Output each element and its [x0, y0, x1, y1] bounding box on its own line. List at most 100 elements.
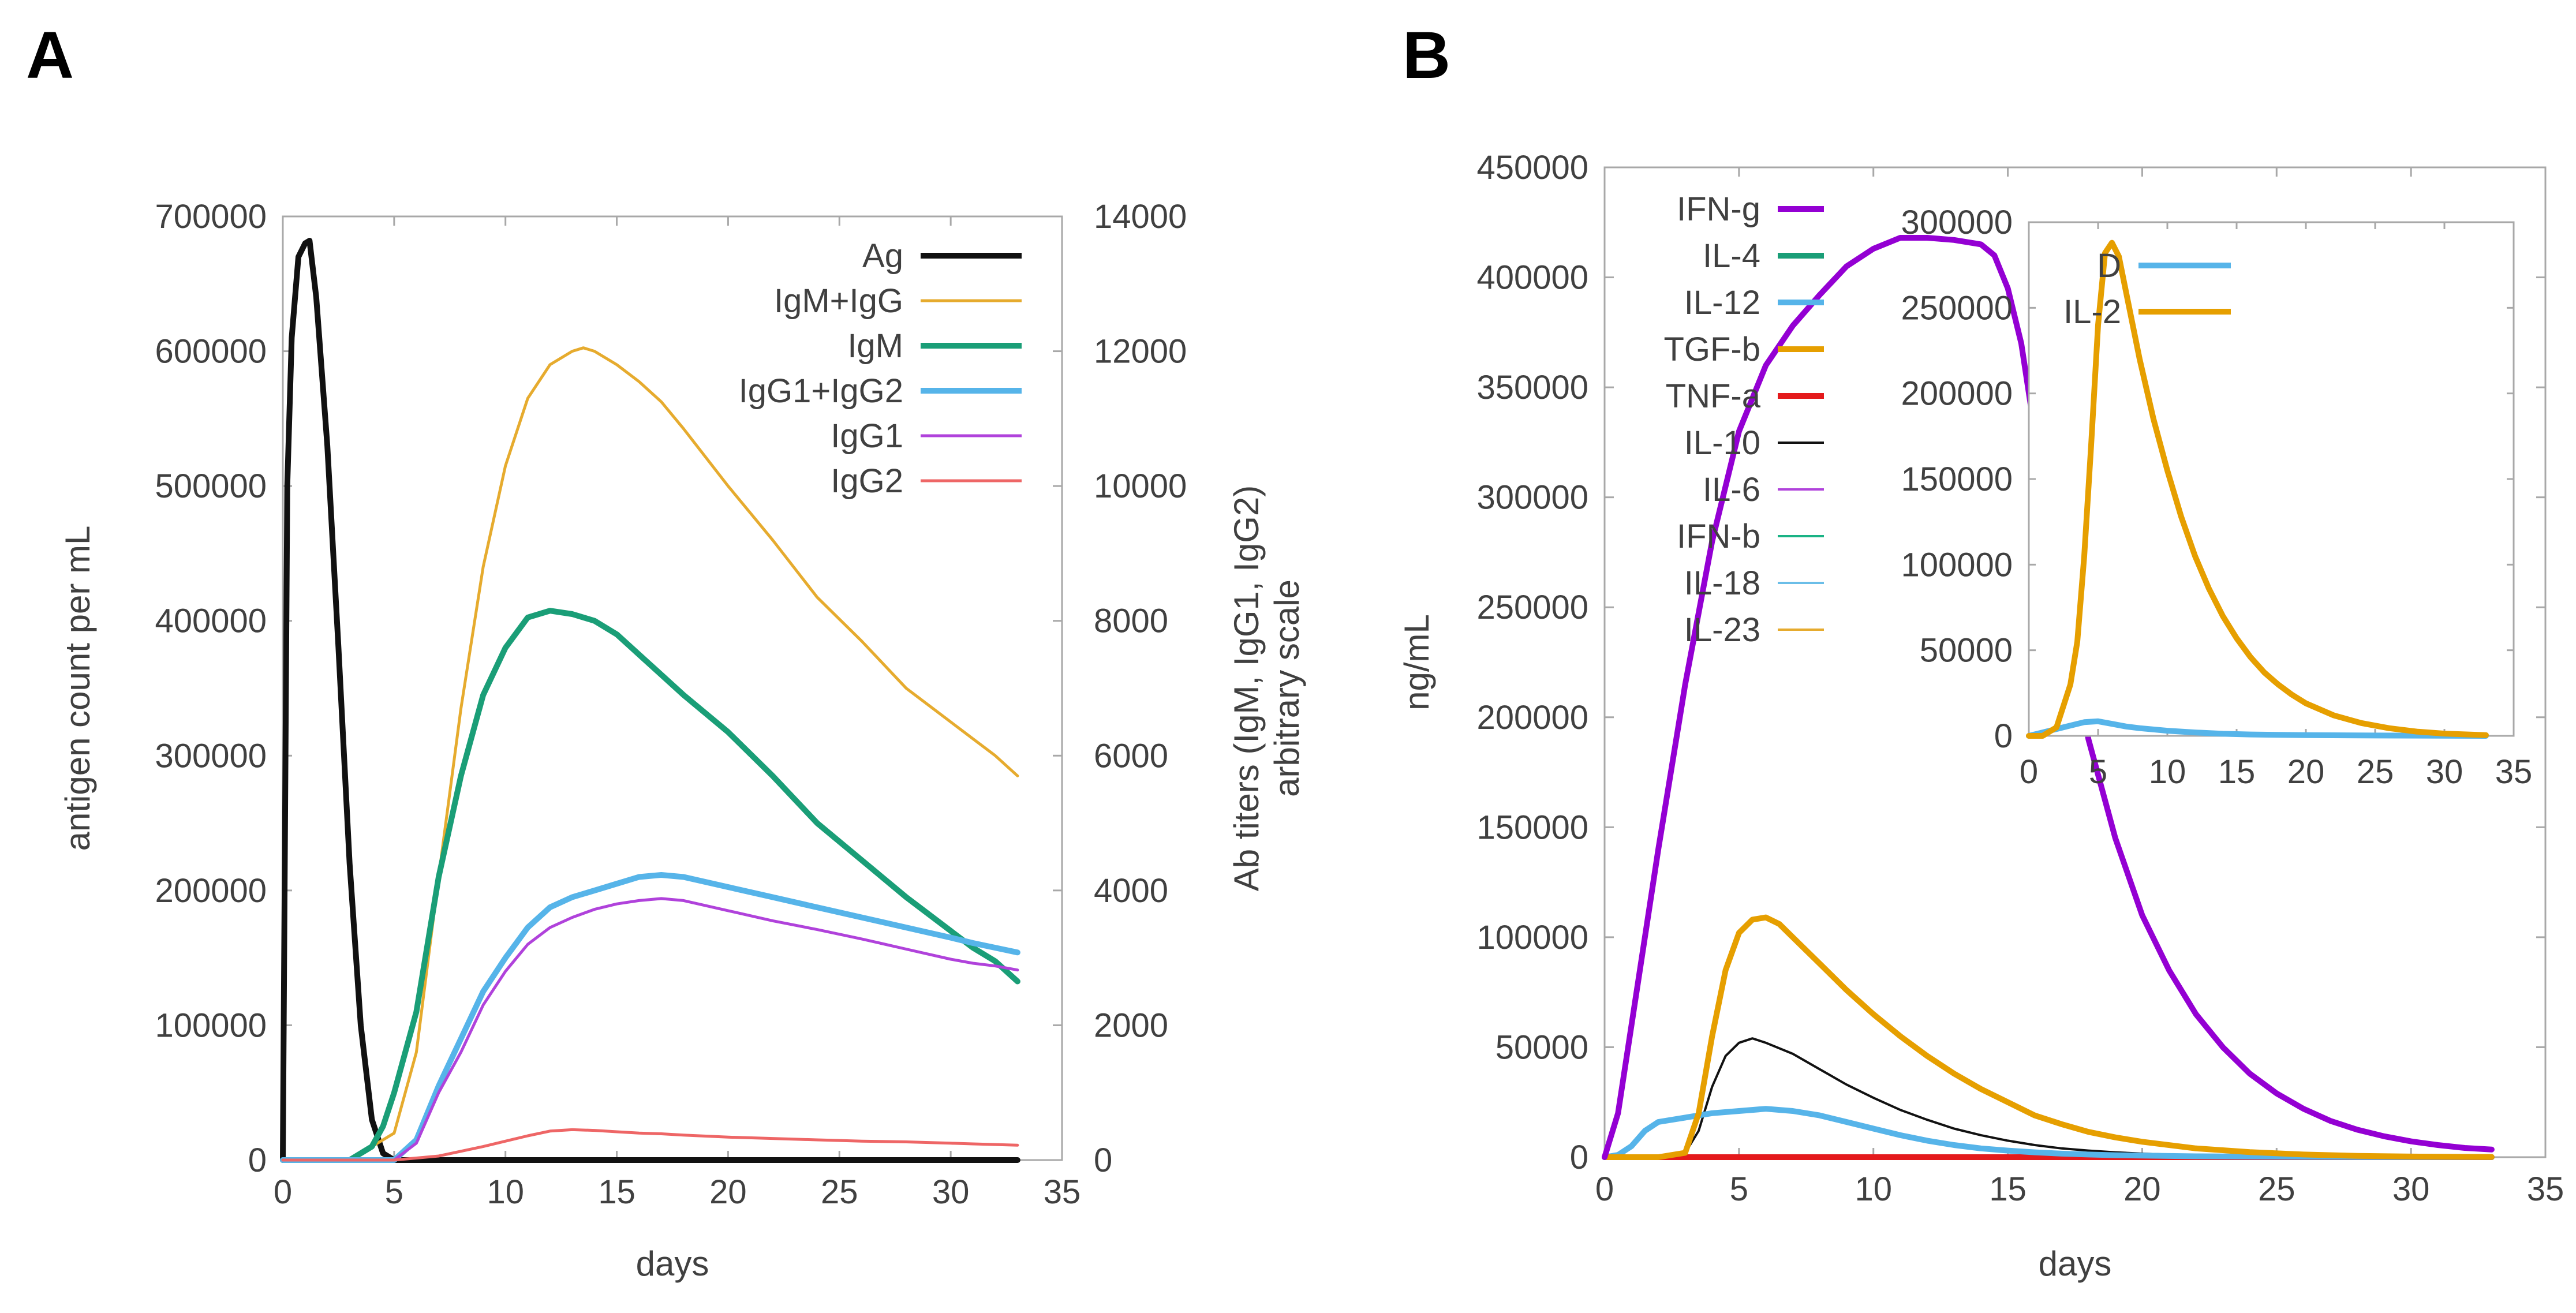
- panel-b-y-tick-label: 50000: [1495, 1028, 1588, 1066]
- panel-b-inset-y-tick-label: 250000: [1901, 289, 2013, 327]
- panel-b-y-tick-label: 250000: [1476, 589, 1588, 626]
- panel-b-y-tick-label: 400000: [1476, 259, 1588, 297]
- panel-a-x-tick-label: 0: [274, 1173, 292, 1211]
- panel-a-series-igg2: [281, 1128, 1019, 1162]
- panel-a-x-tick-label: 35: [1044, 1173, 1081, 1211]
- panel-b-inset-y-tick-label: 150000: [1901, 461, 2013, 498]
- panel-b-series-tgf-b: [1602, 914, 2495, 1160]
- panel-b-inset-series-il-2: [2026, 240, 2489, 739]
- panel-a-series-ag: [280, 238, 1020, 1163]
- panel-a-y2-axis-label: Ab titers (IgM, IgG1, IgG2): [1227, 485, 1266, 892]
- panel-a-y2-tick-label: 10000: [1094, 467, 1187, 505]
- panel-a-x-tick-label: 15: [598, 1173, 635, 1211]
- panel-b-x-tick-label: 35: [2527, 1170, 2564, 1208]
- panel-b-inset-y-tick-label: 0: [1994, 717, 2013, 755]
- panel-a-y-tick-label: 300000: [155, 737, 267, 775]
- panel-b-x-tick-label: 15: [1989, 1170, 2027, 1208]
- panel-b-y-tick-label: 300000: [1476, 479, 1588, 517]
- panel-a-legend-label-igm-igg: IgM+IgG: [774, 282, 903, 320]
- panel-a-y-tick-label: 400000: [155, 603, 267, 640]
- panel-b-inset-legend-label-d: D: [2097, 247, 2121, 285]
- panel-b-inset-x-tick-label: 15: [2218, 753, 2256, 791]
- panel-b-legend-label-ifn-b: IFN-b: [1677, 518, 1760, 555]
- panel-b-y-tick-label: 200000: [1476, 699, 1588, 736]
- panel-b-inset-series-d: [2026, 718, 2489, 739]
- panel-b-inset-y-tick-label: 50000: [1920, 632, 2013, 669]
- panel-a-x-tick-label: 10: [487, 1173, 524, 1211]
- panel-b-x-axis-label: days: [2039, 1244, 2112, 1283]
- panel-a-y2-tick-label: 8000: [1094, 603, 1168, 640]
- panel-a-x-axis-label: days: [636, 1244, 709, 1283]
- panel-b-legend-label-il-12: IL-12: [1684, 284, 1760, 321]
- panel-b-legend-label-il-18: IL-18: [1684, 564, 1760, 602]
- panel-b-legend-label-il-23: IL-23: [1684, 611, 1760, 649]
- panel-a-y2-tick-label: 12000: [1094, 333, 1187, 371]
- panel-a-y-tick-label: 200000: [155, 872, 267, 910]
- panel-b-x-tick-label: 10: [1855, 1170, 1892, 1208]
- panel-a-y2-tick-label: 6000: [1094, 737, 1168, 775]
- panel-b-inset-x-tick-label: 25: [2357, 753, 2394, 791]
- panel-b-inset-legend-label-il-2: IL-2: [2063, 293, 2121, 331]
- panel-a-y2-tick-label: 14000: [1094, 198, 1187, 235]
- panel-b-x-tick-label: 25: [2258, 1170, 2295, 1208]
- chart-panel-a: 0 5 10 15 20 25 30 3501000002000003000004000005…: [58, 198, 1306, 1283]
- panel-b-y-axis-label: ng/mL: [1397, 614, 1436, 710]
- panel-a-series-igm: [280, 608, 1020, 1163]
- panel-a-legend-label-igg1-igg2: IgG1+IgG2: [739, 372, 903, 410]
- panel-b-y-tick-label: 150000: [1476, 809, 1588, 846]
- panel-a-y-tick-label: 600000: [155, 333, 267, 371]
- panel-a-x-tick-label: 30: [932, 1173, 970, 1211]
- panel-b-inset-y-tick-label: 100000: [1901, 546, 2013, 583]
- panel-b-legend-label-il-4: IL-4: [1703, 237, 1760, 275]
- panel-b-inset-x-tick-label: 10: [2149, 753, 2186, 791]
- panel-b-inset-x-tick-label: 35: [2495, 753, 2533, 791]
- panel-a-x-tick-label: 5: [385, 1173, 403, 1211]
- panel-a-y-tick-label: 0: [248, 1142, 267, 1179]
- panel-a-legend-label-igm: IgM: [847, 327, 903, 365]
- panel-b-x-tick-label: 30: [2392, 1170, 2430, 1208]
- panel-b-x-tick-label: 20: [2123, 1170, 2161, 1208]
- panel-a-series-igm-igg: [281, 346, 1019, 1162]
- panel-b-legend-label-tgf-b: TGF-b: [1663, 331, 1760, 368]
- panel-b-y-tick-label: 100000: [1476, 919, 1588, 956]
- panel-a-y-tick-label: 700000: [155, 198, 267, 235]
- panel-a-y2-tick-label: 4000: [1094, 872, 1168, 910]
- panel-a-legend-label-igg2: IgG2: [831, 462, 903, 500]
- panel-a-y2-tick-label: 0: [1094, 1142, 1112, 1179]
- panel-a-y-axis-label: antigen count per mL: [58, 526, 97, 851]
- panel-b-y-tick-label: 0: [1570, 1139, 1588, 1176]
- panel-b-inset: 0 5 10 15 20 25 30 35 0 50000 100000 150000 200000 25…: [1901, 204, 2532, 791]
- panel-b-inset-x-tick-label: 5: [2089, 753, 2107, 791]
- panel-b-inset-x-tick-label: 0: [2020, 753, 2038, 791]
- panel-b-inset-y-tick-label: 300000: [1901, 204, 2013, 241]
- panel-b-legend-label-il-10: IL-10: [1684, 424, 1760, 462]
- panel-b-inset-background: [2029, 222, 2514, 736]
- panel-a-legend-label-ag: Ag: [862, 237, 903, 275]
- panel-label-b: B: [1403, 18, 1450, 92]
- panel-b-y-tick-label: 350000: [1476, 369, 1588, 406]
- panel-b-x-tick-label: 0: [1595, 1170, 1614, 1208]
- panel-b-y-tick-label: 450000: [1476, 149, 1588, 186]
- panel-a-series-igg1-igg2: [280, 872, 1020, 1163]
- panel-a-y2-tick-label: 2000: [1094, 1007, 1168, 1044]
- panel-b-legend-label-il-6: IL-6: [1703, 471, 1760, 508]
- panel-b-series-il-10: [1603, 1037, 2493, 1158]
- panel-a-y2-axis-label-scale: arbitrary scale: [1268, 579, 1306, 797]
- panel-label-a: A: [26, 18, 74, 92]
- panel-b-legend-label-ifn-g: IFN-g: [1677, 190, 1760, 228]
- panel-a-x-tick-label: 20: [709, 1173, 747, 1211]
- panel-b-legend-label-tnf-a: TNF-a: [1666, 377, 1761, 415]
- panel-b-inset-x-tick-label: 20: [2287, 753, 2325, 791]
- panel-b-series-il-12: [1602, 1106, 2495, 1160]
- panel-a-x-tick-label: 25: [821, 1173, 858, 1211]
- panel-b-inset-x-tick-label: 30: [2426, 753, 2463, 791]
- panel-b-inset-y-tick-label: 200000: [1901, 375, 2013, 413]
- panel-b-x-tick-label: 5: [1730, 1170, 1748, 1208]
- panel-b-series-ifn-g: [1602, 235, 2495, 1160]
- chart-panel-b: 0 5 10 15 20 25 30 35 0 50000 100000 150000 200000 25…: [1397, 149, 2564, 1283]
- panel-a-series-igg1: [281, 897, 1019, 1162]
- panel-a-y-tick-label: 100000: [155, 1007, 267, 1044]
- panel-a-legend-label-igg1: IgG1: [831, 417, 903, 455]
- panel-a-y-tick-label: 500000: [155, 467, 267, 505]
